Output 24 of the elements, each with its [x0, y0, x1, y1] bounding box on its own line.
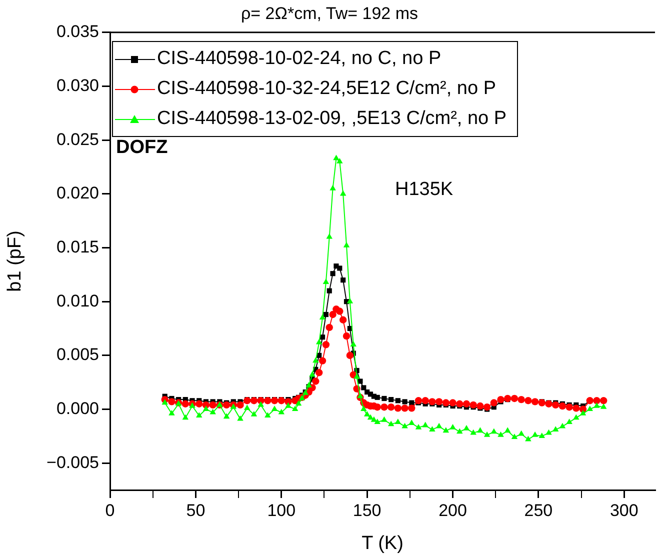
y-axis-title: b1 (pF) [4, 230, 26, 292]
annotation: H135K [395, 179, 454, 200]
y-tick-label: 0.020 [56, 184, 99, 203]
legend-label: CIS-440598-13-02-09, ,5E13 C/cm², no P [157, 107, 507, 131]
y-tick-label: 0.030 [56, 76, 99, 95]
x-tick-label: 50 [186, 500, 206, 520]
x-tick-label: 200 [438, 500, 467, 520]
x-tick-label: 150 [352, 500, 382, 520]
legend-label: CIS-440598-10-32-24,5E12 C/cm², no P [157, 77, 496, 101]
legend-label: CIS-440598-10-02-24, no C, no P [157, 47, 442, 71]
x-tick-label: 250 [524, 500, 553, 520]
y-tick-label: 0.010 [56, 291, 99, 310]
y-tick-label: 0.005 [56, 345, 99, 364]
y-tick-label: 0.015 [56, 237, 99, 256]
x-axis-title: T (K) [362, 532, 404, 554]
y-tick-label: 0.000 [56, 398, 99, 418]
x-tick-label: 0 [105, 500, 115, 520]
x-tick-label: 100 [267, 500, 296, 520]
y-tick-label: 0.025 [56, 130, 99, 149]
annotation: DOFZ [116, 137, 168, 158]
y-tick-label: 0.035 [56, 22, 99, 42]
x-tick-label: 300 [610, 500, 638, 520]
chart-title: ρ= 2Ω*cm, Tw= 192 ms [240, 4, 418, 23]
y-tick-label: −0.005 [46, 452, 99, 472]
